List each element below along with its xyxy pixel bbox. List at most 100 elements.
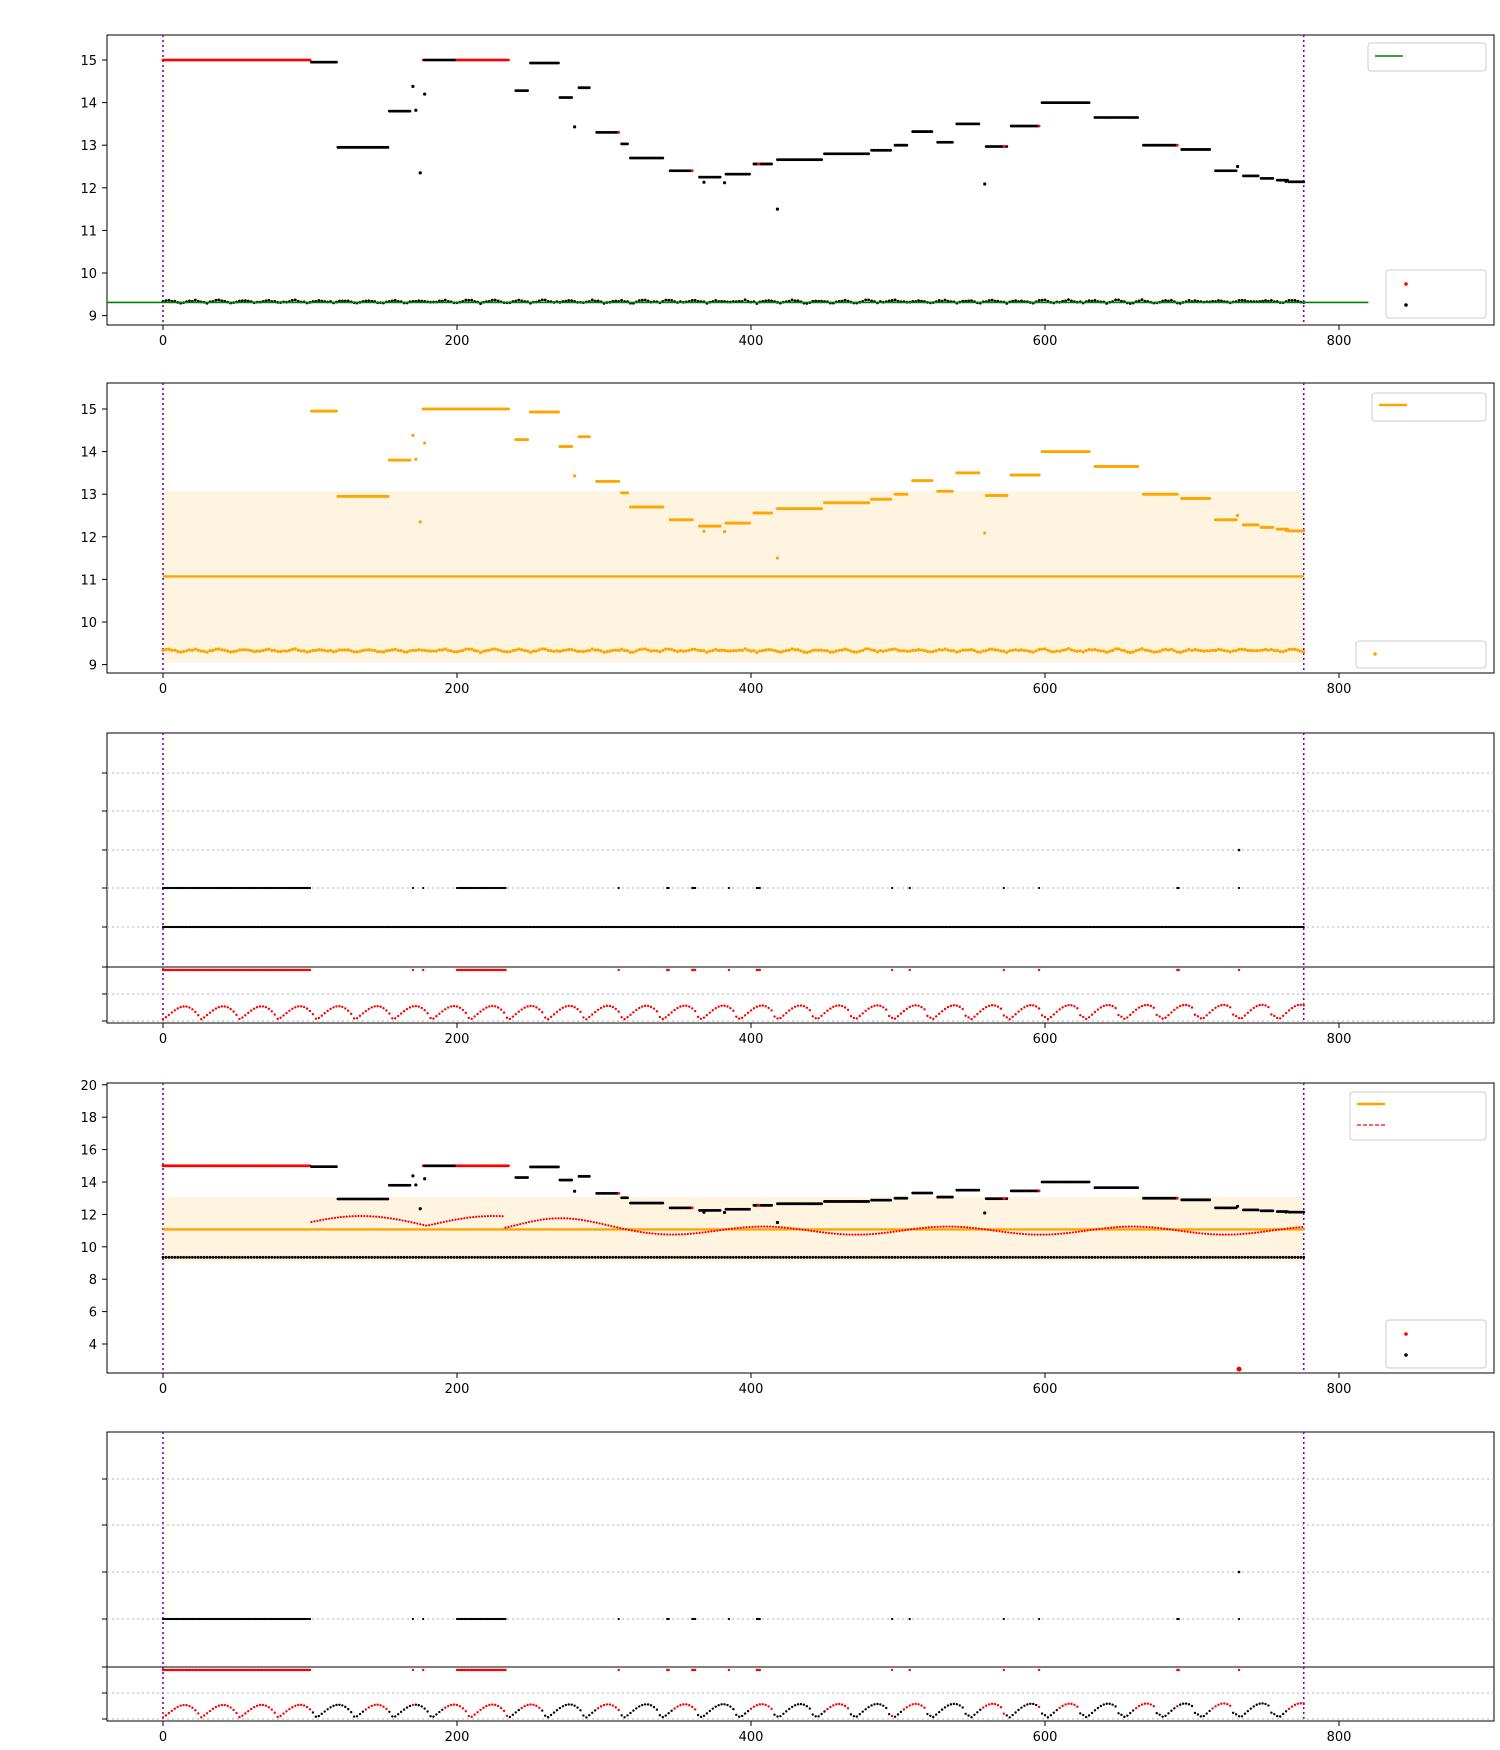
obsid-ok-point: [299, 1255, 303, 1259]
estimates-base-point: [914, 648, 918, 653]
flags1-dr-point: [282, 1014, 285, 1017]
estimates-base-point: [969, 648, 974, 652]
estimates-base-point: [1281, 650, 1285, 654]
estimates-base-point: [1228, 650, 1232, 654]
estimates-highlighted-point: [617, 479, 621, 483]
flags1-dr-point: [385, 1009, 388, 1012]
obsid-rolling-mean-point: [524, 1221, 528, 1224]
estimates-base-point: [655, 649, 659, 653]
estimates-base-point: [1096, 648, 1100, 653]
agasc-ytick-label: 10: [80, 267, 97, 282]
estimates-base-point: [499, 649, 503, 653]
estimates-base-point: [928, 650, 932, 654]
obsid-ok-point: [1170, 1255, 1173, 1259]
obsid-rolling-mean-point: [392, 1217, 395, 1220]
flags1-dr-point: [1284, 1011, 1288, 1015]
obsid-rolling-mean-point: [721, 1228, 725, 1231]
flags1-dr-point: [1258, 1003, 1261, 1007]
flags1-dr-point: [1008, 1018, 1011, 1021]
estimates-base-point: [1005, 650, 1009, 655]
estimates-base-point: [543, 647, 547, 651]
obsid-ok-point: [1178, 1255, 1182, 1259]
agasc-ok-point: [267, 298, 271, 302]
flags1-dr-point: [614, 1007, 617, 1011]
flags1-dr-point: [544, 1016, 547, 1019]
agasc-ok-point: [290, 298, 294, 302]
flags1-dr-point: [582, 1016, 585, 1019]
obsid-ok-point: [940, 1255, 944, 1259]
obsid-ok-point: [1011, 1255, 1015, 1259]
obsid-ok-point: [437, 1255, 441, 1259]
estimates-base-point: [846, 648, 850, 652]
estimates-base-point: [811, 648, 815, 652]
obsid-ok-point: [1299, 1255, 1303, 1259]
estimates-base-point: [1266, 648, 1271, 652]
agasc-ok-point: [1137, 299, 1141, 303]
flags1-dr-point: [632, 1011, 635, 1014]
obsid-rolling-mean-point: [545, 1217, 548, 1221]
flags1-dr-point: [426, 1012, 429, 1015]
obsid-rolling-mean-point: [760, 1225, 763, 1228]
estimates-highlighted-point: [556, 410, 560, 414]
flags1-dr-point: [288, 1009, 291, 1012]
obsid-ok-point: [367, 1255, 371, 1259]
estimates-base-point: [305, 650, 309, 654]
flags1-dr-point: [682, 1004, 685, 1008]
flags1-dr-point: [229, 1007, 232, 1011]
obsid-ok-point: [449, 1255, 453, 1259]
obsid-rolling-mean-point: [639, 1230, 642, 1234]
obsid-rolling-mean-point: [457, 1218, 460, 1221]
obsid-ok-point: [1067, 1255, 1070, 1259]
flags1-dr-point: [1076, 1007, 1079, 1010]
estimates-base-point: [1084, 649, 1088, 653]
estimates-base-point: [1255, 649, 1259, 653]
flags1-dr-point: [605, 1004, 609, 1008]
agasc-ok-point: [220, 299, 224, 303]
obsid-ok-point: [1146, 1255, 1150, 1259]
obsid-rolling-mean-point: [389, 1217, 392, 1220]
obsid-ok-point: [1193, 1255, 1197, 1259]
obsid-ok-point: [570, 1178, 574, 1182]
estimates-base-point: [261, 648, 265, 653]
obsid-ok-point: [385, 1255, 388, 1259]
flags1-dr-point: [732, 1009, 735, 1012]
flags1-dr-point: [164, 1016, 168, 1019]
estimates-base-point: [714, 647, 718, 652]
obsid-ok-point: [620, 1255, 624, 1259]
obsid-ok-point: [1014, 1255, 1017, 1259]
flags1-dr-point: [305, 1007, 309, 1010]
obsid-ok-point: [496, 1255, 500, 1259]
obsid-rolling-mean-point: [666, 1233, 669, 1236]
estimates-base-point: [1105, 650, 1109, 654]
obsid-ok-point: [587, 1255, 591, 1259]
flags1-dr-point: [958, 1005, 961, 1009]
agasc-legend-dot-notok: [1404, 282, 1408, 286]
obsid-rolling-mean-point: [654, 1232, 657, 1235]
flags1-dr-point: [452, 1004, 456, 1008]
flags1-dr-point: [1237, 1016, 1241, 1020]
estimates-base-point: [555, 649, 559, 653]
obsid-rolling-mean-point: [716, 1229, 719, 1232]
estimates-base-point: [1019, 648, 1024, 652]
estimates-base-point: [1293, 647, 1297, 651]
obsid-ok-point: [220, 1255, 224, 1259]
flags1-dr-point: [538, 1008, 541, 1011]
flags1-dr-point: [1217, 1004, 1220, 1008]
obsid-ok-point: [361, 1255, 365, 1259]
obsid-rolling-mean-point: [789, 1227, 792, 1230]
estimates-base-point: [417, 648, 421, 652]
obsid-ok-point: [749, 1255, 753, 1259]
obsid-ok-point: [1287, 1255, 1291, 1259]
flags1-dr-point: [1187, 1004, 1191, 1007]
obsid-ok-point: [890, 1255, 894, 1259]
estimates-base-point: [996, 648, 1000, 652]
obsid-ok-point: [1136, 1186, 1140, 1190]
estimates-base-point: [617, 648, 621, 653]
obsid-ok-point: [917, 1255, 920, 1259]
estimates-base-point: [452, 650, 456, 654]
estimates-base-point: [273, 648, 277, 652]
agasc-ok-point: [790, 298, 794, 302]
agasc-ok-point: [977, 122, 981, 126]
flags1-dr-point: [1226, 1004, 1229, 1007]
estimates-base-point: [176, 649, 180, 653]
